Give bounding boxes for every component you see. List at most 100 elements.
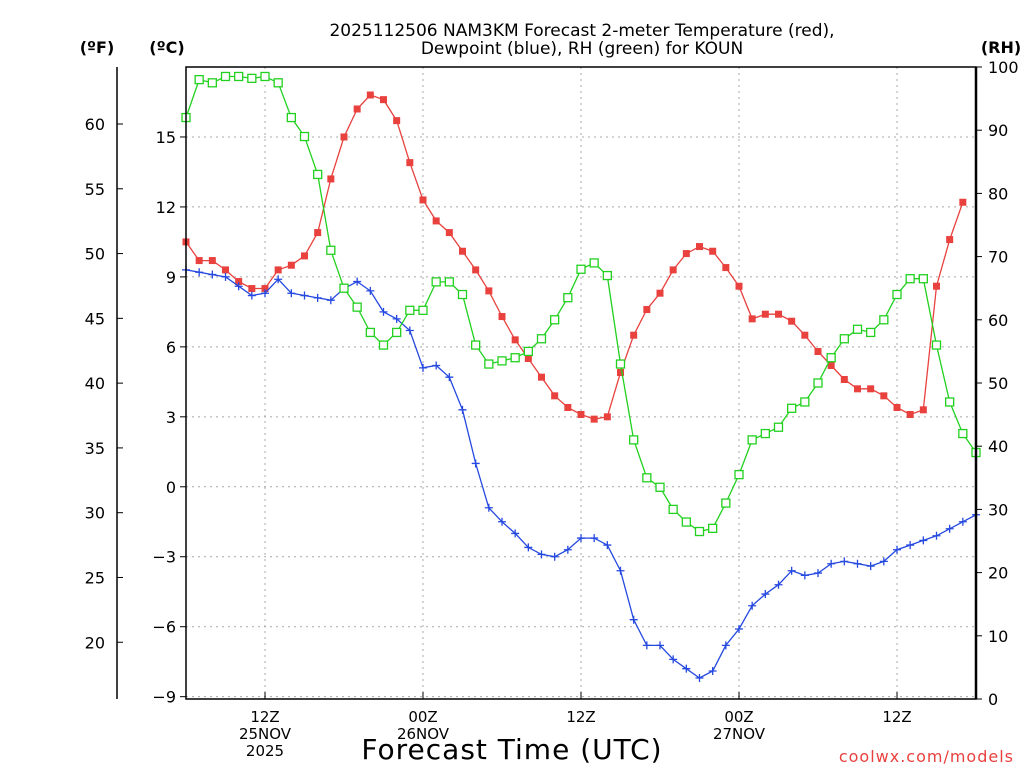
- rh-marker: [734, 469, 744, 480]
- dewpoint-marker: [695, 674, 704, 683]
- x-tick-label: 00Z: [724, 708, 753, 726]
- rh-marker: [773, 422, 784, 432]
- dewpoint-marker: [577, 534, 585, 543]
- rh-marker: [602, 270, 612, 281]
- dewpoint-marker: [629, 615, 638, 624]
- temperature-marker: [248, 285, 256, 293]
- temperature-marker: [959, 198, 967, 206]
- temperature-marker: [656, 289, 664, 297]
- dewpoint-marker: [735, 625, 743, 634]
- temperature-marker: [287, 261, 295, 269]
- rh-marker: [958, 428, 968, 439]
- dewpoint-marker: [471, 459, 480, 468]
- temperature-marker: [301, 252, 308, 260]
- rh-marker: [536, 334, 547, 344]
- dewpoint-marker: [419, 363, 427, 372]
- temperature-marker: [327, 175, 335, 183]
- rh-marker: [418, 305, 428, 315]
- temperature-marker: [867, 385, 875, 393]
- rh-marker: [220, 71, 231, 82]
- rh-tick-label: 30: [988, 500, 1008, 519]
- rh-marker: [576, 264, 586, 274]
- dewpoint-marker: [945, 524, 954, 533]
- dewpoint-marker: [326, 296, 335, 305]
- temperature-marker: [893, 403, 901, 411]
- rh-tick-label: 90: [988, 121, 1008, 140]
- rh-tick-label: 100: [988, 58, 1019, 77]
- rh-marker: [523, 346, 533, 357]
- rh-marker: [563, 293, 573, 303]
- temperature-marker: [603, 413, 611, 421]
- temperature-marker: [946, 236, 954, 244]
- dewpoint-marker: [366, 286, 375, 295]
- temperature-marker: [775, 310, 782, 318]
- temperature-marker: [366, 91, 374, 99]
- temperature-marker: [195, 257, 203, 265]
- rh-marker: [760, 428, 770, 439]
- temperature-marker: [524, 355, 532, 363]
- rh-marker: [286, 112, 296, 123]
- rh-marker: [392, 327, 402, 338]
- temperature-marker: [380, 96, 387, 104]
- dewpoint-marker: [761, 590, 770, 599]
- temperature-marker: [472, 266, 480, 274]
- data-series: [181, 71, 981, 683]
- temperature-marker: [617, 369, 624, 377]
- dewpoint-marker: [458, 405, 467, 414]
- temperature-marker: [748, 315, 756, 323]
- rh-tick-label: 40: [988, 437, 1008, 456]
- temperature-marker: [432, 217, 440, 225]
- dewpoint-marker: [221, 272, 230, 281]
- rh-marker: [484, 359, 494, 369]
- celsius-tick-label: 0: [166, 478, 176, 497]
- rh-marker: [813, 378, 823, 388]
- dewpoint-marker: [840, 557, 849, 566]
- temperature-marker: [722, 264, 730, 272]
- temperature-marker: [590, 415, 598, 423]
- rh-marker: [918, 274, 928, 284]
- temperature-marker: [235, 278, 243, 286]
- temperature-marker: [261, 285, 269, 293]
- fahrenheit-tick-label: 40: [85, 374, 105, 393]
- rh-marker: [431, 277, 441, 287]
- temperature-marker: [577, 410, 585, 418]
- temperature-marker: [933, 282, 940, 290]
- rh-marker: [905, 274, 915, 284]
- x-tick-label: 25NOV: [239, 725, 292, 743]
- temperature-marker: [761, 310, 769, 318]
- temperature-marker: [840, 376, 848, 384]
- temperature-marker: [682, 250, 690, 258]
- temperature-marker: [709, 247, 717, 255]
- fahrenheit-unit-label: (ºF): [80, 38, 115, 57]
- temperature-marker: [208, 257, 216, 265]
- dewpoint-marker: [498, 517, 506, 526]
- dewpoint-marker: [721, 641, 730, 650]
- celsius-tick-label: −3: [152, 548, 176, 567]
- dewpoint-marker: [405, 326, 414, 335]
- dewpoint-marker: [774, 580, 783, 589]
- dewpoint-marker: [484, 503, 493, 512]
- rh-marker: [273, 78, 283, 88]
- rh-marker: [892, 289, 902, 300]
- grid-lines: [186, 67, 976, 699]
- rh-marker: [326, 245, 336, 255]
- rh-marker: [471, 340, 481, 350]
- rh-marker: [497, 356, 507, 366]
- celsius-tick-label: 9: [166, 268, 176, 287]
- rh-marker: [615, 359, 626, 369]
- temperature-marker: [669, 266, 677, 274]
- rh-marker: [708, 523, 718, 534]
- dewpoint-marker: [932, 531, 941, 540]
- temperature-marker: [814, 348, 822, 356]
- fahrenheit-tick-label: 35: [85, 439, 105, 458]
- rh-unit-label: (RH): [981, 38, 1021, 57]
- dewpoint-marker: [379, 307, 388, 316]
- rh-marker: [510, 353, 520, 363]
- rh-marker: [839, 334, 849, 344]
- x-tick-label: 27NOV: [713, 725, 766, 743]
- dewpoint-marker: [234, 282, 243, 291]
- dewpoint-marker: [879, 557, 888, 566]
- chart-title-line2: Dewpoint (blue), RH (green) for KOUN: [421, 39, 743, 59]
- temperature-marker: [485, 287, 493, 295]
